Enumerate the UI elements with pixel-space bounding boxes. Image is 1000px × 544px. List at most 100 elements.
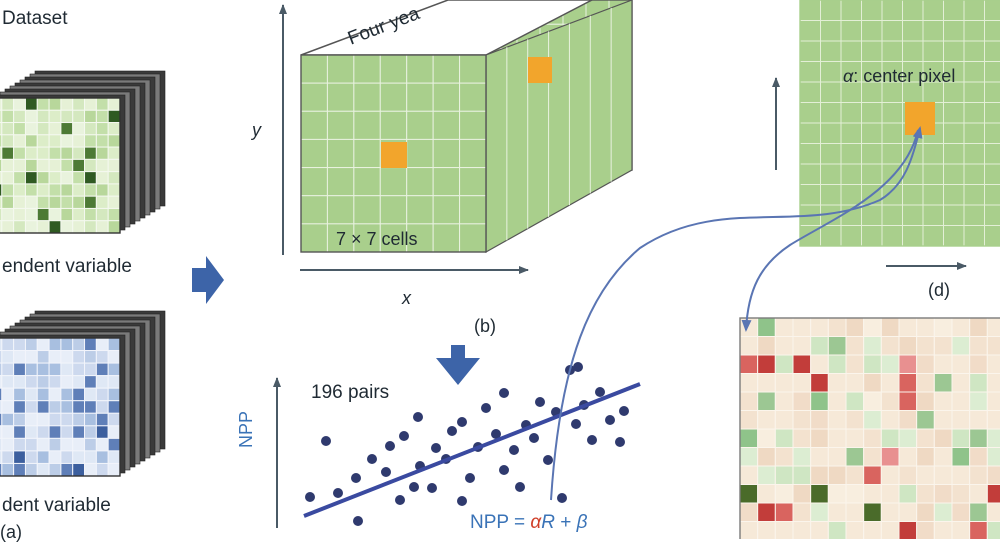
center-grid-cell bbox=[985, 123, 1000, 144]
map-cell bbox=[828, 466, 846, 485]
dataset-cell bbox=[2, 413, 14, 426]
npp-axis-label: NPP bbox=[236, 411, 257, 448]
map-cell bbox=[864, 522, 882, 540]
map-cell bbox=[775, 392, 793, 411]
map-cell bbox=[846, 522, 864, 540]
center-grid-cell bbox=[862, 226, 883, 247]
dataset-cell bbox=[96, 451, 108, 464]
window-cell bbox=[301, 55, 327, 83]
map-cell bbox=[793, 318, 811, 337]
dataset-cell bbox=[25, 351, 37, 364]
map-cell bbox=[881, 485, 899, 504]
map-cell bbox=[881, 318, 899, 337]
map-cell bbox=[970, 337, 988, 356]
dataset-stack-bottom bbox=[0, 311, 165, 476]
center-grid-cell bbox=[862, 164, 883, 185]
dataset-cell bbox=[37, 135, 49, 147]
map-cell bbox=[952, 337, 970, 356]
map-cell bbox=[952, 429, 970, 448]
center-grid-cell bbox=[964, 144, 985, 165]
window-cell bbox=[327, 111, 353, 139]
map-cell bbox=[846, 318, 864, 337]
dataset-cell bbox=[73, 451, 85, 464]
map-cell bbox=[758, 522, 776, 540]
center-grid-cell bbox=[964, 226, 985, 247]
map-cell bbox=[864, 392, 882, 411]
map-cell bbox=[775, 355, 793, 374]
center-grid-cell bbox=[985, 82, 1000, 103]
dataset-cell bbox=[61, 451, 73, 464]
map-cell bbox=[758, 503, 776, 522]
center-grid-cell bbox=[882, 123, 903, 144]
map-cell bbox=[775, 337, 793, 356]
map-cell bbox=[987, 337, 1000, 356]
dataset-cell bbox=[25, 388, 37, 401]
window-cell bbox=[327, 83, 353, 111]
map-cell bbox=[881, 429, 899, 448]
center-grid-cell bbox=[964, 41, 985, 62]
dataset-cell bbox=[85, 123, 97, 135]
center-grid-cell bbox=[944, 21, 965, 42]
center-grid-cell bbox=[903, 164, 924, 185]
map-cell bbox=[864, 374, 882, 393]
dataset-cell bbox=[96, 196, 108, 208]
map-cell bbox=[881, 411, 899, 430]
map-cell bbox=[987, 448, 1000, 467]
dataset-cell bbox=[37, 123, 49, 135]
center-grid-cell bbox=[821, 21, 842, 42]
dataset-cell bbox=[2, 110, 14, 122]
dataset-grid-top bbox=[0, 98, 120, 233]
map-cell bbox=[899, 411, 917, 430]
window-cell bbox=[433, 224, 459, 252]
map-cell bbox=[811, 392, 829, 411]
map-cell bbox=[952, 485, 970, 504]
dataset-cell bbox=[108, 376, 120, 389]
dataset-cell bbox=[61, 351, 73, 364]
dataset-cell bbox=[61, 172, 73, 184]
dataset-cell bbox=[49, 172, 61, 184]
dataset-cell bbox=[37, 172, 49, 184]
equation-lhs: NPP = bbox=[470, 512, 530, 533]
map-cell bbox=[775, 522, 793, 540]
dataset-cell bbox=[73, 159, 85, 171]
dataset-cell bbox=[14, 438, 26, 451]
map-cell bbox=[970, 374, 988, 393]
dataset-cell bbox=[73, 413, 85, 426]
map-cell bbox=[952, 355, 970, 374]
center-grid-cell bbox=[882, 0, 903, 21]
scatter-point bbox=[409, 482, 419, 492]
window-cell bbox=[301, 168, 327, 196]
center-grid-cell bbox=[882, 185, 903, 206]
center-grid-cell bbox=[944, 103, 965, 124]
map-cell bbox=[970, 448, 988, 467]
map-cell bbox=[864, 429, 882, 448]
map-cell bbox=[758, 411, 776, 430]
regression-equation: NPP = αR + β bbox=[470, 512, 587, 534]
dataset-cell bbox=[37, 221, 49, 233]
scatter-point bbox=[499, 388, 509, 398]
center-grid-cell bbox=[944, 123, 965, 144]
map-cell bbox=[758, 448, 776, 467]
map-cell bbox=[934, 355, 952, 374]
center-grid-cell bbox=[841, 0, 862, 21]
dataset-cell bbox=[73, 363, 85, 376]
map-cell bbox=[881, 355, 899, 374]
map-cell bbox=[828, 355, 846, 374]
window-cell bbox=[380, 196, 406, 224]
map-cell bbox=[793, 411, 811, 430]
center-grid-cell bbox=[800, 0, 821, 21]
dataset-cell bbox=[25, 413, 37, 426]
scatter-point bbox=[465, 473, 475, 483]
map-cell bbox=[987, 355, 1000, 374]
dataset-cell bbox=[96, 363, 108, 376]
panel-b-label: (b) bbox=[474, 316, 496, 337]
center-grid-cell bbox=[985, 41, 1000, 62]
map-cell bbox=[828, 485, 846, 504]
dataset-cell bbox=[14, 463, 26, 476]
scatter-point bbox=[543, 455, 553, 465]
map-cell bbox=[775, 485, 793, 504]
scatter-point bbox=[399, 431, 409, 441]
map-cell bbox=[952, 318, 970, 337]
map-cell bbox=[899, 429, 917, 448]
